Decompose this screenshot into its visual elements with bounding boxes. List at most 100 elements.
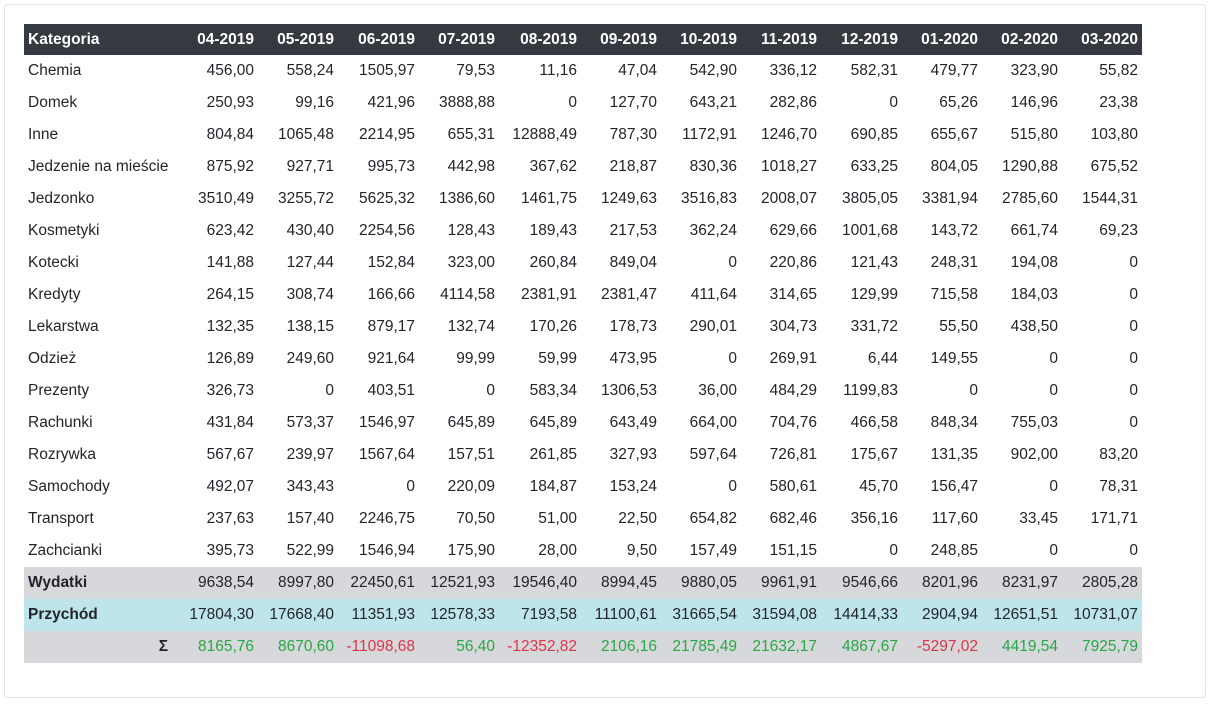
value-cell: 2254,56	[358, 222, 415, 239]
value-cell: 629,66	[769, 222, 817, 239]
value-cell: 1567,64	[358, 446, 415, 463]
value-cell: 17668,40	[258, 599, 338, 631]
value-cell: 3516,83	[680, 190, 737, 207]
value-cell: 421,96	[367, 94, 415, 111]
category-header[interactable]: Kategoria	[24, 24, 178, 55]
value-cell: 645,89	[447, 414, 495, 431]
table-row: Prezenty 326,73 0 403,51 0 583,34 1306,53 36,00…	[24, 375, 1142, 407]
month-header[interactable]: 05-2019	[258, 24, 338, 55]
month-header[interactable]: 04-2019	[178, 24, 258, 55]
value-cell: 103,80	[1090, 126, 1138, 143]
value-cell: 21632,17	[741, 631, 821, 663]
value-cell: 7193,58	[499, 599, 581, 631]
value-cell: 655,31	[447, 126, 495, 143]
value-cell: 787,30	[609, 126, 657, 143]
value-cell: 645,89	[529, 414, 577, 431]
value-cell: 1246,70	[760, 126, 817, 143]
value-cell: 59,99	[538, 350, 577, 367]
value-cell: 28,00	[538, 542, 577, 559]
category-cell: Jedzenie na mieście	[28, 158, 169, 175]
value-cell: 664,00	[689, 414, 737, 431]
month-header[interactable]: 07-2019	[419, 24, 499, 55]
value-cell: 1290,88	[1001, 158, 1058, 175]
value-cell: 395,73	[206, 542, 254, 559]
value-cell: 178,73	[609, 318, 657, 335]
value-cell: 522,99	[286, 542, 334, 559]
value-cell: 126,89	[206, 350, 254, 367]
value-cell: 129,99	[850, 286, 898, 303]
value-cell: 430,40	[286, 222, 334, 239]
value-cell: 1306,53	[600, 382, 657, 399]
value-cell: 2381,47	[600, 286, 657, 303]
value-cell: 715,58	[930, 286, 978, 303]
value-cell: 583,34	[529, 382, 577, 399]
value-cell: 31665,54	[661, 599, 741, 631]
value-cell: 248,31	[930, 254, 978, 271]
value-cell: 264,15	[206, 286, 254, 303]
value-cell: 3888,88	[438, 94, 495, 111]
month-header[interactable]: 08-2019	[499, 24, 581, 55]
month-header[interactable]: 09-2019	[581, 24, 661, 55]
value-cell: 1505,97	[358, 62, 415, 79]
month-header[interactable]: 12-2019	[821, 24, 902, 55]
budget-table: Kategoria 04-2019 05-2019 06-2019 07-201…	[24, 24, 1142, 663]
value-cell: 0	[728, 478, 737, 495]
value-cell: -11098,68	[338, 631, 419, 663]
value-cell: 1546,97	[358, 414, 415, 431]
value-cell: 261,85	[529, 446, 577, 463]
value-cell: 184,87	[529, 478, 577, 495]
value-cell: 138,15	[286, 318, 334, 335]
value-cell: 331,72	[850, 318, 898, 335]
value-cell: 582,31	[850, 62, 898, 79]
value-cell: 9961,91	[741, 567, 821, 599]
month-header[interactable]: 02-2020	[982, 24, 1062, 55]
balance-row: Σ 8165,76 8670,60 -11098,68 56,40 -12352,82 21…	[24, 631, 1142, 663]
value-cell: 1018,27	[760, 158, 817, 175]
value-cell: 0	[1129, 350, 1138, 367]
value-cell: 0	[1129, 414, 1138, 431]
value-cell: 442,98	[447, 158, 495, 175]
category-cell: Kredyty	[28, 286, 81, 303]
value-cell: 1065,48	[277, 126, 334, 143]
value-cell: 875,92	[206, 158, 254, 175]
value-cell: 282,86	[769, 94, 817, 111]
category-cell: Samochody	[28, 478, 110, 495]
value-cell: 902,00	[1010, 446, 1058, 463]
value-cell: 411,64	[690, 286, 737, 303]
value-cell: 367,62	[529, 158, 577, 175]
value-cell: 580,61	[769, 478, 817, 495]
value-cell: 260,84	[529, 254, 577, 271]
value-cell: 55,82	[1099, 62, 1138, 79]
value-cell: 156,47	[930, 478, 978, 495]
value-cell: 79,53	[456, 62, 495, 79]
value-cell: 438,50	[1010, 318, 1058, 335]
value-cell: 690,85	[850, 126, 898, 143]
table-row: Rozrywka 567,67 239,97 1567,64 157,51 261,85 3…	[24, 439, 1142, 471]
month-header[interactable]: 10-2019	[661, 24, 741, 55]
value-cell: 456,00	[206, 62, 254, 79]
value-cell: 542,90	[689, 62, 737, 79]
value-cell: 7925,79	[1062, 631, 1142, 663]
month-header[interactable]: 11-2019	[741, 24, 821, 55]
value-cell: 0	[728, 254, 737, 271]
value-cell: 804,05	[930, 158, 978, 175]
value-cell: 146,96	[1010, 94, 1058, 111]
table-row: Kosmetyki 623,42 430,40 2254,56 128,43 189,43…	[24, 215, 1142, 247]
value-cell: 0	[325, 382, 334, 399]
value-cell: 995,73	[367, 158, 415, 175]
table-row: Jedzenie na mieście 875,92 927,71 995,73 442…	[24, 151, 1142, 183]
value-cell: 143,72	[930, 222, 978, 239]
value-cell: 0	[486, 382, 495, 399]
month-header[interactable]: 01-2020	[902, 24, 982, 55]
value-cell: 194,08	[1010, 254, 1058, 271]
category-cell: Rachunki	[28, 414, 93, 431]
month-header[interactable]: 06-2019	[338, 24, 419, 55]
value-cell: 558,24	[286, 62, 334, 79]
table-row: Transport 237,63 157,40 2246,75 70,50 51,00 22…	[24, 503, 1142, 535]
value-cell: 830,36	[689, 158, 737, 175]
value-cell: 633,25	[850, 158, 898, 175]
value-cell: 473,95	[609, 350, 657, 367]
value-cell: 466,58	[850, 414, 898, 431]
value-cell: 8231,97	[982, 567, 1062, 599]
month-header[interactable]: 03-2020	[1062, 24, 1142, 55]
